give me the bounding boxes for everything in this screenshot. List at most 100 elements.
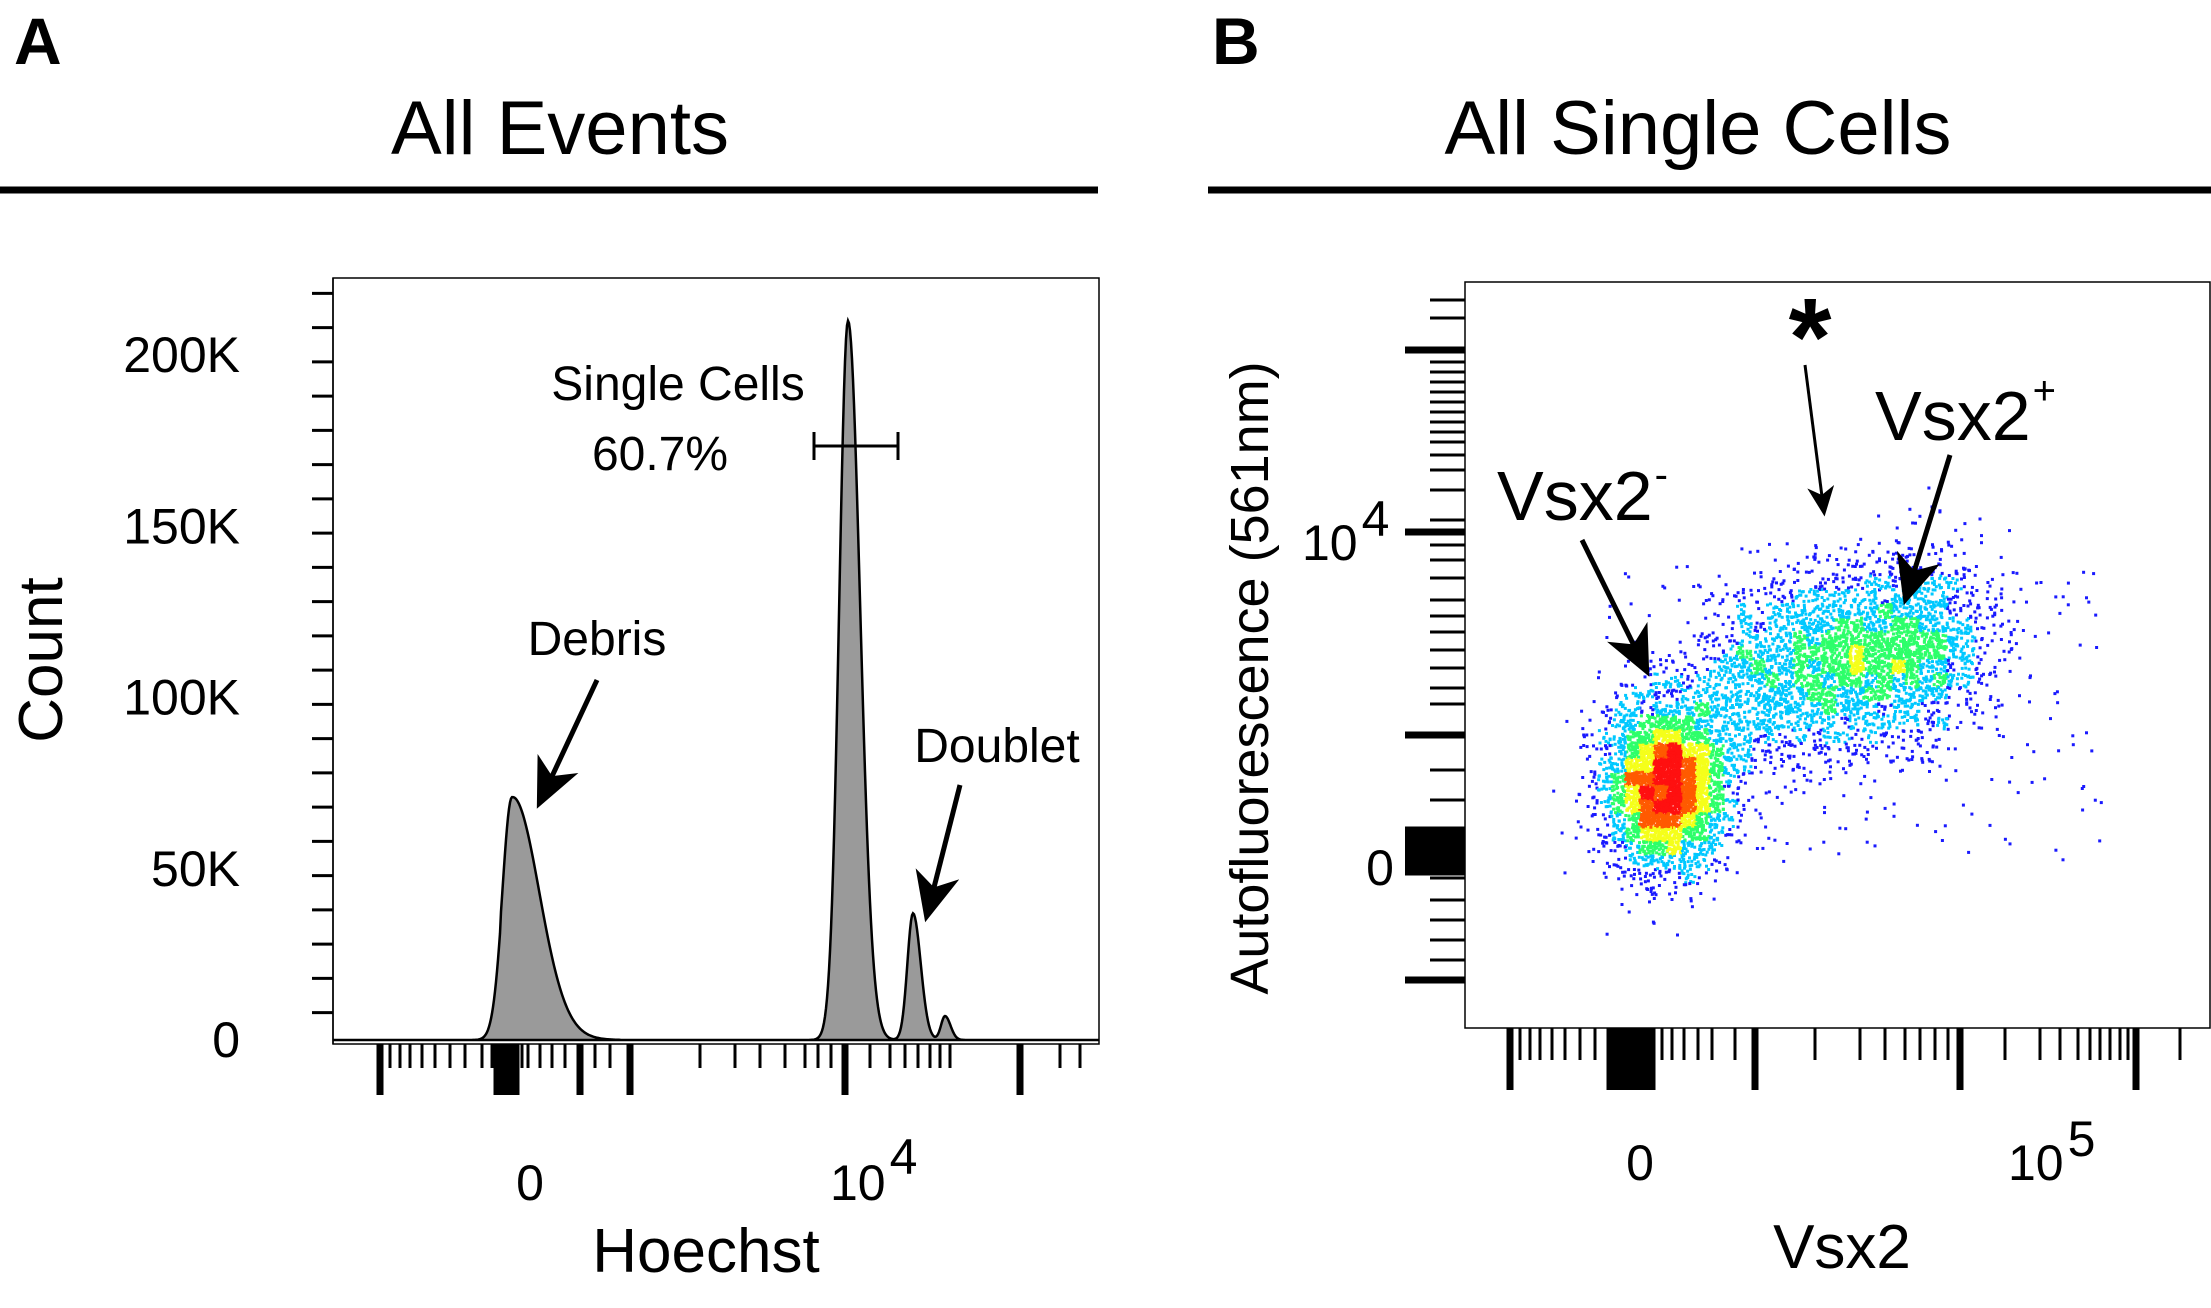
scatter-point [1844, 598, 1847, 602]
scatter-point [1641, 727, 1645, 731]
scatter-point [1951, 616, 1955, 620]
scatter-point [1636, 792, 1640, 796]
scatter-point [1731, 791, 1735, 795]
scatter-point [1615, 696, 1619, 700]
scatter-point [1718, 673, 1721, 677]
scatter-point [1663, 773, 1667, 777]
scatter-point [1663, 814, 1667, 818]
scatter-point [1925, 607, 1929, 611]
scatter-point [1749, 588, 1753, 592]
scatter-point [1716, 838, 1720, 842]
scatter-point [1646, 834, 1650, 838]
scatter-point [1632, 833, 1635, 837]
scatter-point [1658, 840, 1662, 844]
scatter-point [1672, 757, 1676, 761]
scatter-point [1692, 782, 1696, 786]
scatter-point [1702, 783, 1706, 787]
scatter-point [1660, 754, 1664, 758]
scatter-point [1692, 857, 1696, 861]
scatter-point [1670, 827, 1674, 831]
scatter-point [1656, 818, 1660, 822]
scatter-point [1657, 829, 1660, 833]
scatter-point [1712, 745, 1716, 749]
scatter-point [1708, 844, 1712, 848]
scatter-point [1741, 588, 1745, 591]
scatter-point [1644, 818, 1648, 822]
scatter-point [1644, 752, 1647, 755]
scatter-point [1717, 789, 1721, 793]
scatter-point [1857, 632, 1861, 636]
scatter-point [1626, 776, 1630, 780]
scatter-point [1667, 828, 1670, 832]
scatter-point [1633, 872, 1636, 876]
scatter-point [1621, 823, 1625, 827]
scatter-point [1737, 786, 1741, 790]
scatter-point [1697, 706, 1701, 710]
scatter-point [1624, 814, 1628, 817]
scatter-point [1652, 771, 1656, 775]
scatter-point [1697, 876, 1701, 880]
scatter-point [1687, 732, 1691, 736]
scatter-point [1633, 771, 1637, 775]
scatter-point [1865, 810, 1869, 814]
scatter-point [1662, 782, 1666, 786]
scatter-point [1664, 866, 1668, 870]
scatter-point [1761, 673, 1765, 677]
scatter-point [1727, 615, 1731, 619]
scatter-point [1670, 676, 1673, 680]
scatter-point [1705, 768, 1709, 772]
scatter-point [1623, 735, 1627, 739]
scatter-point [1884, 560, 1887, 564]
scatter-point [1629, 766, 1633, 770]
scatter-point [1653, 707, 1657, 711]
scatter-point [1699, 775, 1703, 779]
scatter-point [1610, 743, 1614, 747]
scatter-point [1721, 802, 1725, 805]
scatter-point [1683, 748, 1687, 752]
scatter-point [1675, 668, 1679, 672]
scatter-point [1682, 829, 1686, 833]
scatter-point [1667, 764, 1671, 768]
scatter-point [1708, 743, 1712, 747]
scatter-point [1954, 655, 1958, 659]
scatter-point [1682, 796, 1686, 800]
debris-arrow [536, 678, 600, 809]
scatter-point [1685, 814, 1689, 818]
scatter-point [1728, 737, 1732, 741]
scatter-point [1651, 851, 1655, 855]
scatter-point [1709, 756, 1713, 760]
scatter-point [1806, 714, 1810, 718]
scatter-point [1643, 797, 1647, 801]
scatter-point [1624, 830, 1628, 834]
scatter-point [1796, 670, 1800, 673]
scatter-point [1684, 818, 1688, 822]
scatter-point [1647, 692, 1651, 696]
scatter-point [1704, 741, 1708, 745]
scatter-point [1698, 831, 1702, 835]
scatter-point [1718, 764, 1722, 768]
scatter-point [1711, 848, 1715, 852]
scatter-point [1870, 680, 1874, 684]
scatter-point [1624, 693, 1628, 697]
scatter-frame [1464, 281, 2211, 1029]
scatter-point [1703, 752, 1706, 756]
scatter-point [1625, 796, 1629, 800]
scatter-point [1727, 782, 1731, 785]
scatter-point [1590, 779, 1594, 783]
scatter-point [1610, 789, 1614, 793]
scatter-point [1690, 742, 1694, 746]
scatter-point [1651, 748, 1655, 752]
scatter-point [1742, 610, 1746, 614]
scatter-point [1653, 733, 1657, 737]
scatter-point [1599, 747, 1603, 751]
scatter-point [1684, 798, 1688, 802]
scatter-point [1633, 656, 1637, 660]
scatter-point [1637, 868, 1641, 872]
scatter-point [1670, 729, 1674, 733]
scatter-point [1736, 798, 1740, 802]
scatter-point [1837, 587, 1841, 591]
scatter-point [1691, 720, 1695, 724]
scatter-point [1689, 783, 1693, 787]
scatter-point [1682, 729, 1685, 733]
